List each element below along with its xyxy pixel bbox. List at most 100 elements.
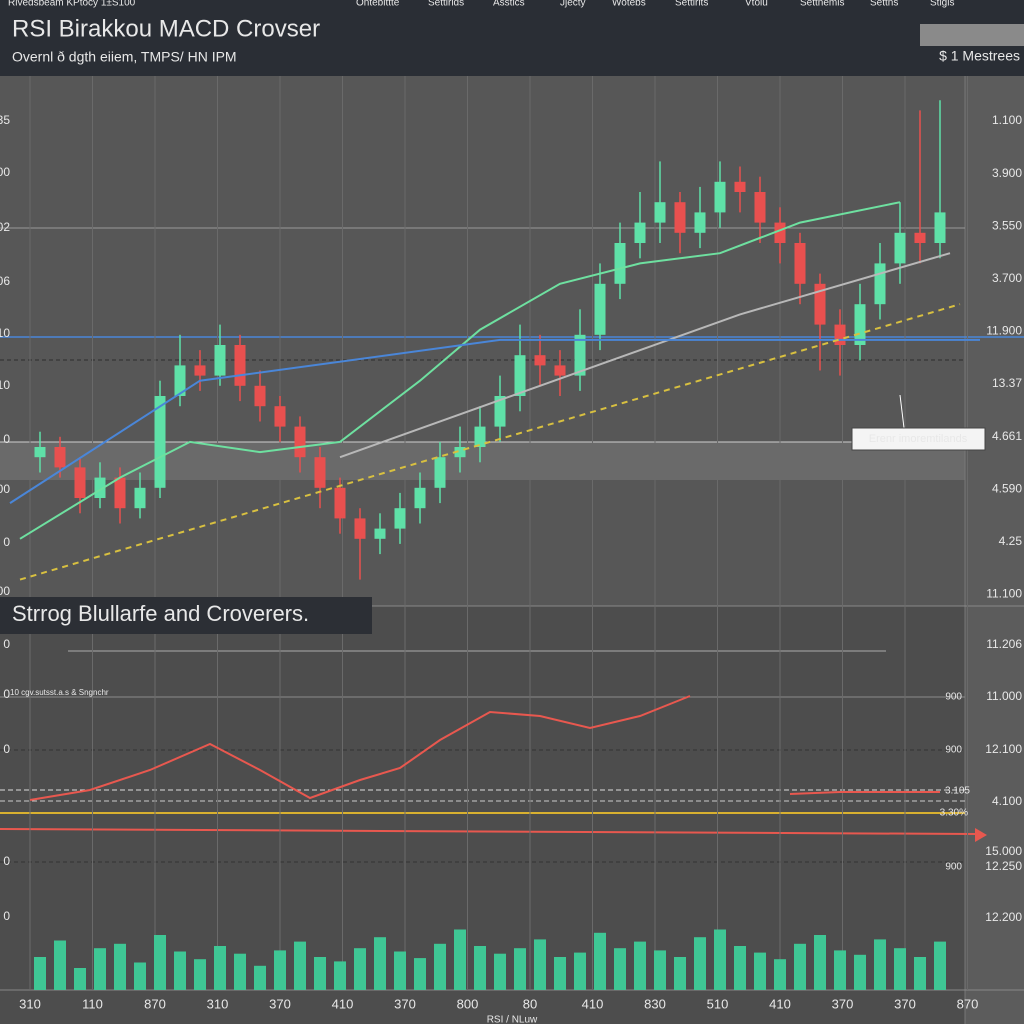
right-axis-label: 3.550 [992, 218, 1022, 232]
toolbar-item[interactable]: Wotebs [612, 0, 646, 9]
banner-text: Strrog Blullarfe and Croverers. [12, 601, 309, 626]
volume-bar [754, 952, 766, 990]
right-axis-label: 4.25 [999, 534, 1023, 548]
candle-body [754, 192, 766, 223]
line-series [19, 303, 961, 581]
right-axis-label: 12.200 [985, 910, 1022, 924]
right-axis-label: 12.100 [985, 742, 1022, 756]
candle-body [914, 232, 926, 243]
candle-body [734, 181, 746, 192]
volume-bar [434, 943, 446, 990]
candle-body [434, 457, 446, 488]
candle-body [634, 222, 646, 243]
panel-note: 10 cgv.sutsst.a.s & Sngnchr [10, 688, 109, 697]
candle-body [294, 426, 306, 458]
arrow-head [975, 828, 987, 842]
x-axis-label: 370 [394, 996, 416, 1011]
candle-body [94, 477, 106, 498]
volume-bar [814, 935, 826, 990]
left-axis-label: 10 [0, 378, 10, 392]
highlight-band [0, 442, 965, 480]
right-axis-label: 3.900 [992, 166, 1022, 180]
volume-bar [74, 968, 86, 990]
candle-body [314, 457, 326, 488]
right-axis-label: 4.100 [992, 794, 1022, 808]
candle-body [254, 385, 266, 407]
candle-body [414, 487, 426, 509]
volume-bar [674, 957, 686, 990]
volume-bar [274, 950, 286, 990]
mid-axis-label: 900 [945, 745, 962, 756]
candle-body [374, 528, 386, 539]
mid-axis-label: 3.30% [940, 808, 968, 819]
toolbar-item[interactable]: Ontebittte [356, 0, 400, 9]
chart-subtitle: Overnl ð dgth eiiem, TMPS/ HN IPM [12, 49, 237, 65]
toolbar-item[interactable]: Settirits [675, 0, 708, 9]
volume-bar [254, 965, 266, 990]
line-series [339, 252, 951, 459]
right-axis-label: 4.590 [992, 481, 1022, 495]
right-axis-label: 1.100 [992, 113, 1022, 127]
toolbar-item[interactable]: Settns [870, 0, 898, 9]
volume-bar [294, 941, 306, 990]
x-axis-label: 370 [832, 996, 854, 1011]
volume-bar [214, 946, 226, 990]
toolbar-item[interactable]: Settirids [428, 0, 464, 9]
annotation-text: Erenr imoremtilands [869, 433, 968, 445]
candle-body [834, 324, 846, 345]
annotation-pointer [899, 394, 905, 429]
left-axis-label: 00 [0, 482, 10, 496]
x-axis-label: 110 [82, 996, 103, 1011]
x-axis-label: 800 [457, 996, 479, 1011]
toolbar-item[interactable]: Jjecty [560, 0, 586, 9]
left-axis-label: 10 [0, 326, 10, 340]
vertical-guides [29, 76, 968, 990]
volume-bar [154, 935, 166, 990]
line-series [9, 338, 980, 504]
volume-bar [114, 943, 126, 990]
left-axis-label: 35 [0, 113, 10, 127]
volume-bar [634, 941, 646, 990]
right-axis-label: 13.37 [992, 376, 1022, 390]
x-axis-label: 410 [582, 996, 604, 1011]
left-axis-label: 0 [3, 535, 10, 549]
x-axis-label: 310 [207, 996, 229, 1011]
candle-body [894, 232, 906, 264]
volume-bar [614, 948, 626, 990]
right-axis-label: 11.000 [986, 689, 1022, 703]
candle-body [154, 396, 166, 488]
volume-bar [394, 951, 406, 990]
candle-body [774, 222, 786, 243]
volume-bar [454, 929, 466, 990]
candle-body [554, 365, 566, 376]
volume-bar [414, 958, 426, 990]
line-series [789, 791, 940, 795]
volume-bar [334, 961, 346, 990]
x-axis-label: 870 [957, 996, 979, 1011]
candle-body [814, 283, 826, 325]
left-axis-label: 0 [3, 432, 10, 446]
left-axis-label: 00 [0, 165, 10, 179]
x-axis-label: 410 [332, 996, 354, 1011]
mid-axis-label: 3.105 [945, 786, 970, 797]
candle-body [134, 487, 146, 509]
toolbar-item[interactable]: Stigls [930, 0, 954, 9]
right-axis-label: 12.250 [985, 859, 1022, 873]
left-axis-label: 02 [0, 220, 10, 234]
line-series [29, 695, 691, 801]
toolbar-item[interactable]: Settnemis [800, 0, 844, 9]
candle-body [854, 304, 866, 345]
volume-bar [794, 943, 806, 990]
toolbar-item[interactable]: Vtolu [745, 0, 768, 9]
left-axis-label: 0 [3, 637, 10, 651]
toolbar-item[interactable]: Rivedsbeam KPtocy 1±S100 [8, 0, 136, 9]
volume-bar [314, 957, 326, 990]
candle-body [874, 263, 886, 305]
candle-body [514, 355, 526, 396]
candle-body [274, 406, 286, 427]
candle-body [354, 518, 366, 539]
toolbar-item[interactable]: Asstics [493, 0, 525, 9]
candle-body [674, 202, 686, 233]
candle-body [474, 426, 486, 447]
volume-bar [654, 950, 666, 990]
